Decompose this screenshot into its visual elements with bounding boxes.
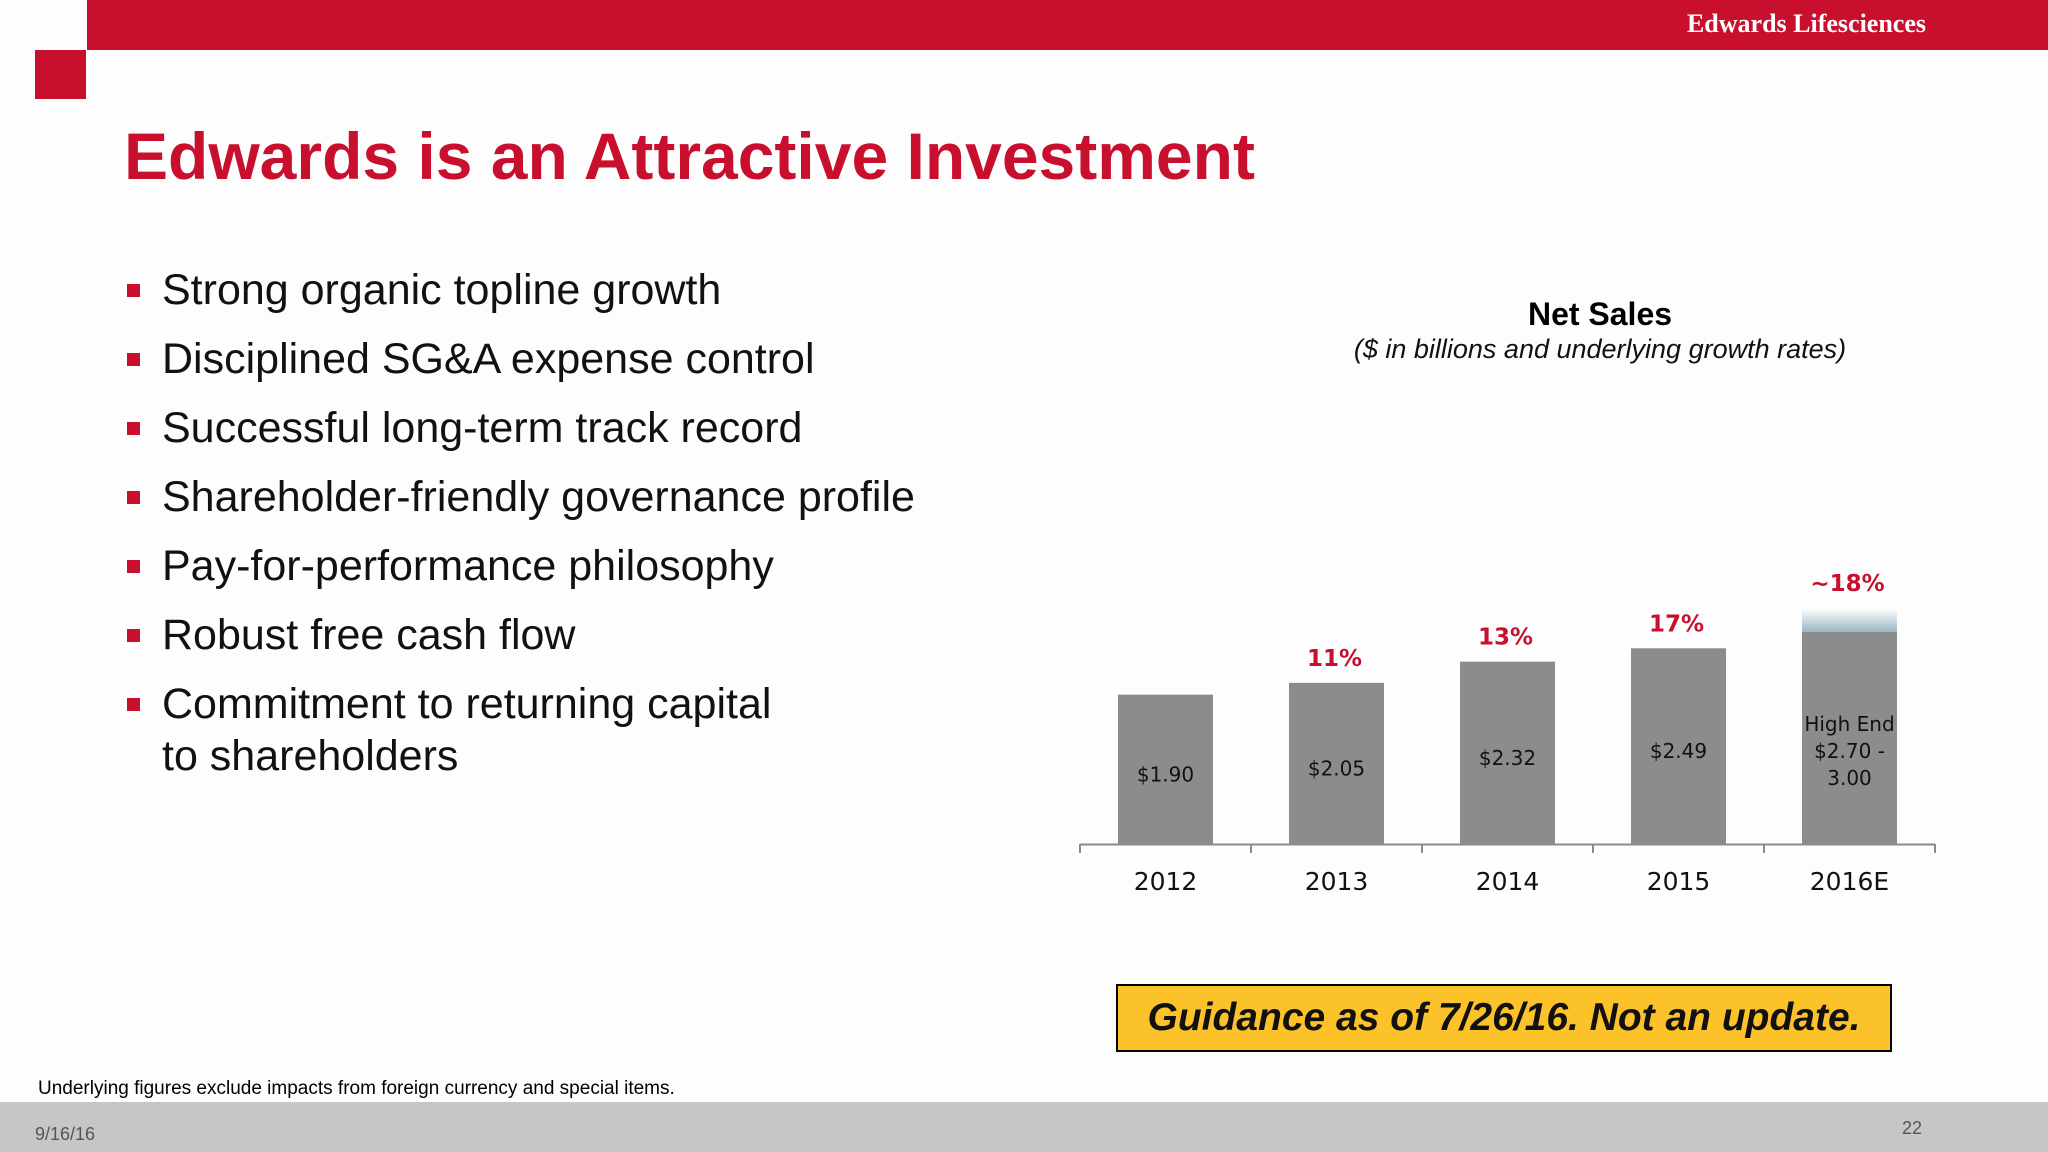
bullet-marker [127, 698, 140, 711]
footnote: Underlying figures exclude impacts from … [38, 1078, 675, 1099]
bullet-item: Commitment to returning capital to share… [124, 678, 1024, 782]
bar-value-label: High End [1804, 712, 1894, 736]
chart-title: Net Sales [1527, 296, 1673, 332]
growth-label: ~18% [1810, 571, 1884, 597]
bullet-item: Pay-for-performance philosophy [124, 540, 1024, 592]
growth-label: 11% [1307, 646, 1362, 672]
corner-square [35, 50, 86, 99]
bar-value-label: $2.32 [1479, 746, 1536, 770]
bullet-item: Robust free cash flow [124, 609, 1024, 661]
x-tick-label: 2014 [1476, 867, 1540, 896]
bullet-text: Commitment to returning capital to share… [162, 680, 772, 780]
bullet-marker [127, 491, 140, 504]
bullet-marker [127, 629, 140, 642]
x-tick-label: 2016E [1810, 867, 1889, 896]
bullet-marker [127, 284, 140, 297]
bar-value-label: $1.90 [1137, 762, 1194, 786]
bar-value-label: $2.70 - [1814, 739, 1885, 763]
x-tick-label: 2013 [1305, 867, 1369, 896]
bullet-marker [127, 422, 140, 435]
bar-value-label: 3.00 [1827, 766, 1872, 790]
bullet-text: Strong organic topline growth [162, 266, 722, 314]
slide-date: 9/16/16 [35, 1124, 96, 1144]
growth-label: 17% [1649, 611, 1704, 637]
bar [1118, 694, 1213, 844]
bar-value-label: $2.49 [1650, 739, 1707, 763]
bullet-text: Pay-for-performance philosophy [162, 542, 774, 590]
bar-range [1802, 608, 1897, 632]
bullet-marker [127, 353, 140, 366]
slide-title: Edwards is an Attractive Investment [124, 119, 1255, 193]
bullet-item: Successful long-term track record [124, 402, 1024, 454]
bar [1460, 661, 1555, 844]
bullet-marker [127, 560, 140, 573]
page-number: 22 [1902, 1118, 1923, 1138]
growth-label: 13% [1478, 625, 1533, 651]
chart-subtitle: ($ in billions and underlying growth rat… [1353, 334, 1847, 364]
bullet-list: Strong organic topline growth Discipline… [124, 264, 1024, 799]
bar-value-label: $2.05 [1308, 756, 1365, 780]
bullet-text: Shareholder-friendly governance profile [162, 473, 915, 521]
bullet-text: Disciplined SG&A expense control [162, 335, 815, 383]
bullet-item: Shareholder-friendly governance profile [124, 471, 1024, 523]
bottom-bar [0, 1102, 2048, 1152]
net-sales-chart: $1.90 2012 $2.05 11% 2013 $2.32 13% 2014 $2.49 17… [1079, 571, 1936, 896]
x-tick-label: 2015 [1647, 867, 1711, 896]
guidance-box: Guidance as of 7/26/16. Not an update. [1116, 984, 1892, 1052]
brand-logo: Edwards Lifesciences [1686, 9, 1926, 38]
bar [1289, 682, 1384, 844]
bullet-text: Robust free cash flow [162, 611, 576, 659]
bar [1802, 631, 1897, 844]
bullet-item: Strong organic topline growth [124, 264, 1024, 316]
x-tick-label: 2012 [1134, 867, 1198, 896]
top-bar [87, 0, 2048, 50]
bar [1631, 648, 1726, 844]
bullet-text: Successful long-term track record [162, 404, 803, 452]
bullet-item: Disciplined SG&A expense control [124, 333, 1024, 385]
